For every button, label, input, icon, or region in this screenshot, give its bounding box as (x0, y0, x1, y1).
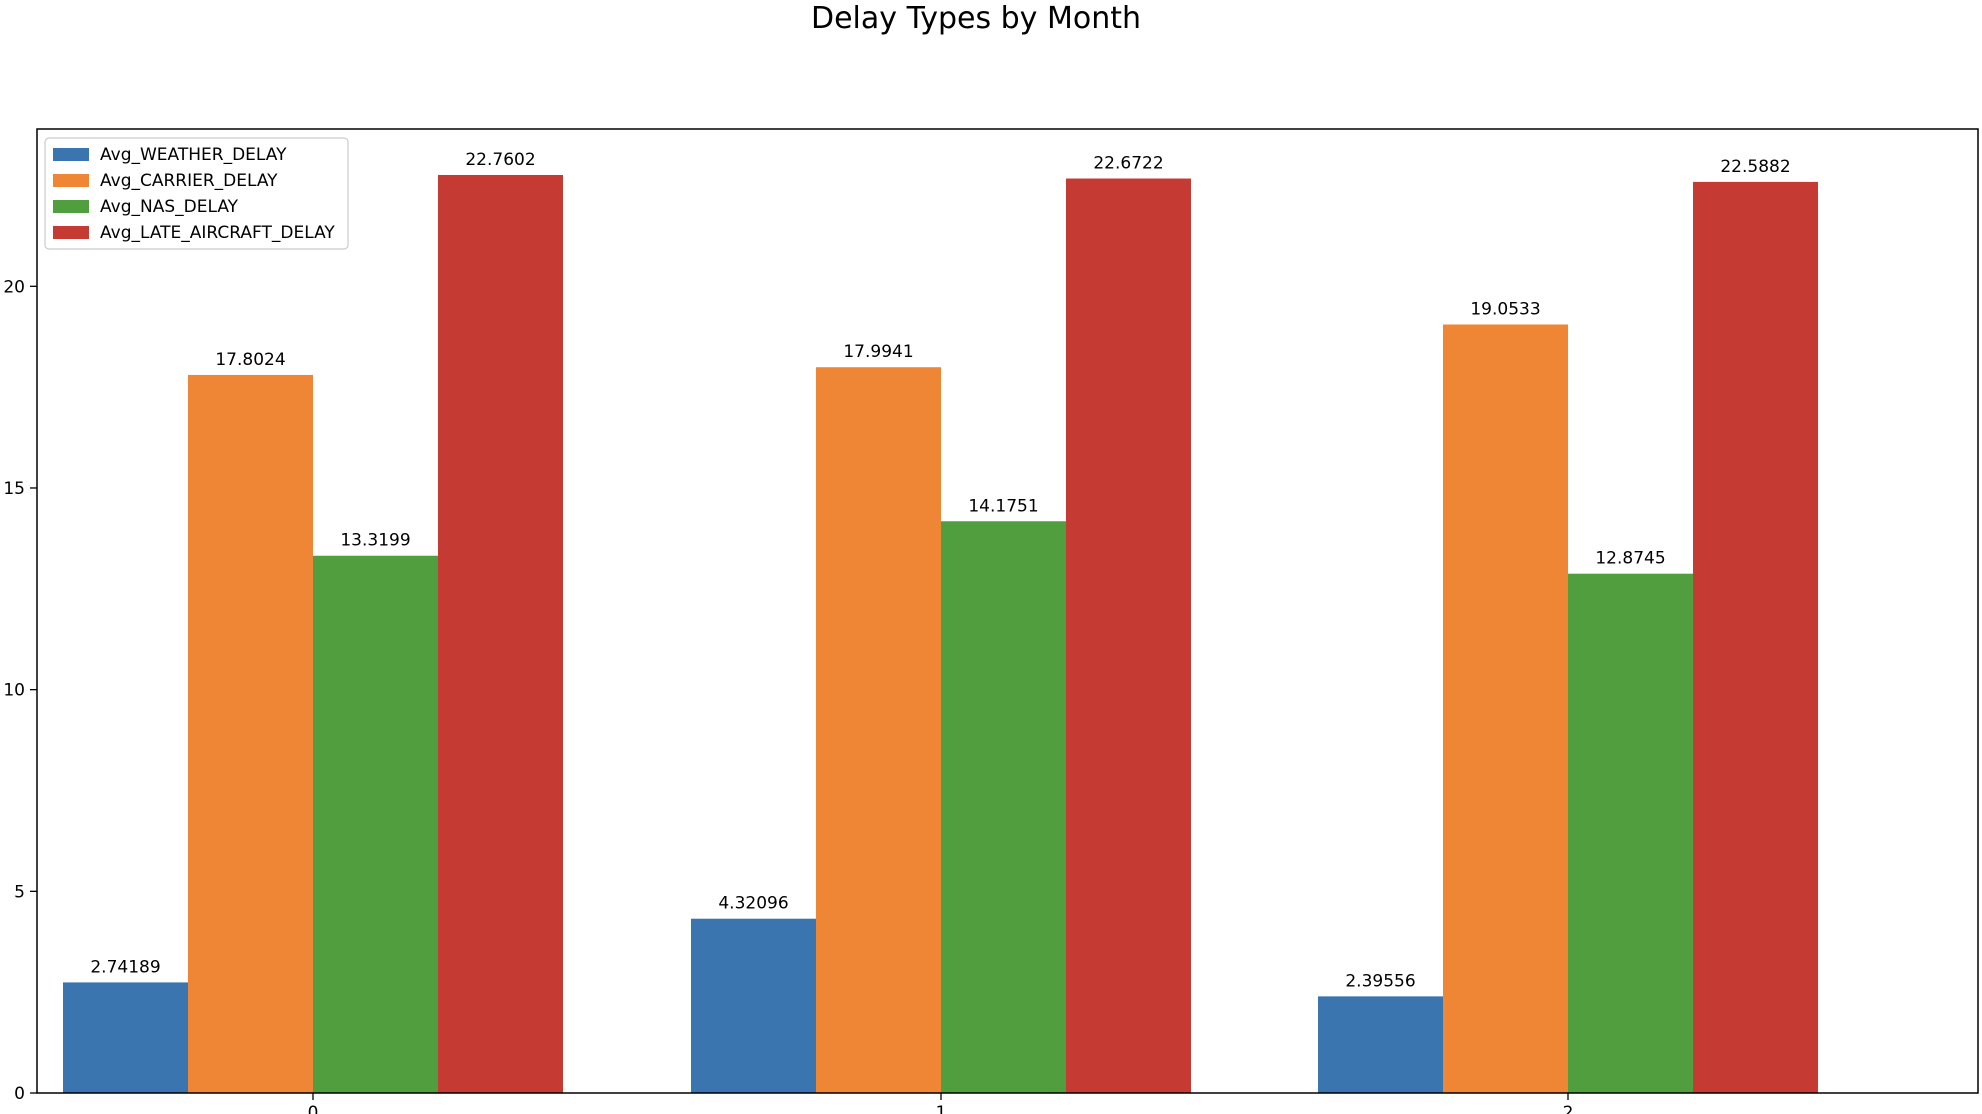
data-label-3-2: 22.5882 (1720, 157, 1790, 177)
bar-2-1 (941, 521, 1066, 1093)
data-label-3-1: 22.6722 (1093, 154, 1163, 174)
data-label-0-2: 2.39556 (1345, 971, 1415, 991)
data-label-1-1: 17.9941 (843, 342, 913, 362)
bar-1-0 (188, 374, 313, 1093)
legend-label-2: Avg_NAS_DELAY (100, 197, 239, 217)
x-tick-label-2: 2 (1563, 1103, 1574, 1114)
y-axis: 0 5 10 15 20 (3, 277, 37, 1104)
bar-1-1 (816, 367, 941, 1093)
x-tick-label-0: 0 (308, 1103, 319, 1114)
y-tick-label-1: 5 (14, 882, 25, 902)
y-tick-label-3: 15 (3, 479, 25, 499)
y-tick-label-2: 10 (3, 681, 25, 701)
data-label-1-2: 19.0533 (1470, 299, 1540, 319)
bar-3-1 (1066, 178, 1191, 1094)
legend: Avg_WEATHER_DELAY Avg_CARRIER_DELAY Avg_NA… (44, 137, 349, 250)
bar-0-1 (691, 918, 816, 1093)
data-label-3-0: 22.7602 (465, 150, 535, 170)
legend-swatch-2 (53, 200, 89, 213)
bar-3-2 (1693, 181, 1818, 1093)
legend-swatch-1 (53, 174, 89, 187)
legend-swatch-3 (53, 226, 89, 239)
legend-label-3: Avg_LATE_AIRCRAFT_DELAY (100, 223, 335, 243)
data-label-0-0: 2.74189 (90, 957, 160, 977)
bars-layer (63, 174, 1818, 1094)
data-label-0-1: 4.32096 (718, 894, 788, 914)
legend-swatch-0 (53, 148, 89, 161)
bar-0-2 (1318, 996, 1443, 1093)
y-tick-label-4: 20 (3, 277, 25, 297)
bar-2-0 (313, 555, 438, 1093)
data-labels-layer: 2.74189 4.32096 2.39556 17.8024 17.9941 19.05… (90, 150, 1790, 991)
legend-label-1: Avg_CARRIER_DELAY (100, 171, 278, 191)
chart-title: Delay Types by Month (811, 1, 1141, 36)
x-axis: 0 1 2 (308, 1093, 1574, 1114)
bar-2-2 (1568, 573, 1693, 1093)
legend-box (44, 137, 349, 250)
plot-frame (36, 128, 1979, 1094)
data-label-2-2: 12.8745 (1595, 549, 1665, 569)
bar-0-0 (63, 982, 188, 1093)
legend-label-0: Avg_WEATHER_DELAY (100, 145, 287, 165)
bar-3-0 (438, 174, 563, 1094)
bar-1-2 (1443, 324, 1568, 1093)
data-label-2-1: 14.1751 (968, 496, 1038, 516)
data-label-2-0: 13.3199 (340, 531, 410, 551)
data-label-1-0: 17.8024 (215, 350, 285, 370)
y-tick-label-0: 0 (14, 1084, 25, 1104)
x-tick-label-1: 1 (936, 1103, 947, 1114)
